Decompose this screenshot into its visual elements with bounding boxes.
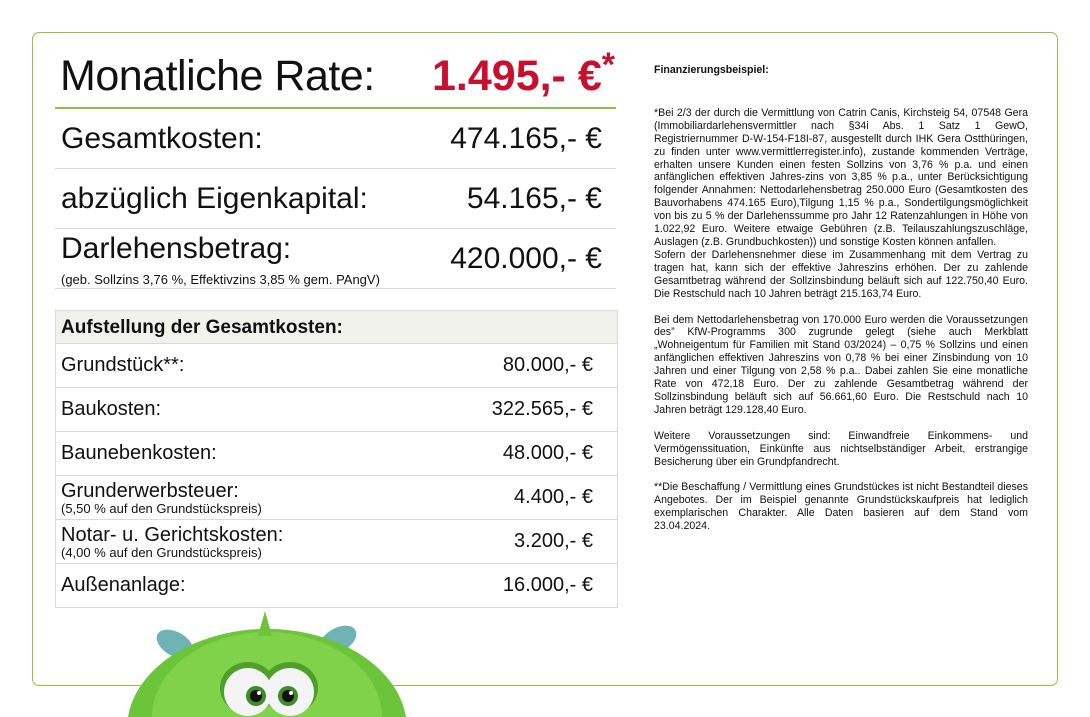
monthly-rate-header: Monatliche Rate: 1.495,- €* [60, 46, 620, 108]
summary-row-equity: abzüglich Eigenkapital: 54.165,- € [55, 170, 616, 229]
row-value: 48.000,- € [502, 442, 593, 464]
monthly-rate-label: Monatliche Rate: [60, 52, 375, 100]
row-label: Notar- u. Gerichtskosten: [61, 524, 284, 546]
row-value: 16.000,- € [502, 574, 593, 596]
row-label: Baukosten: [61, 398, 162, 420]
row-label: Grundstück**: [61, 354, 185, 376]
content-frame [32, 32, 1058, 686]
footnote-star: * [601, 46, 615, 84]
notes-title: Finanzierungsbeispiel: [654, 64, 769, 76]
summary-row-loan: Darlehensbetrag: (geb. Sollzins 3,76 %, … [55, 230, 616, 289]
table-row: Grundstück**: 80.000,- € [56, 343, 617, 387]
row-label: Baunebenkosten: [61, 442, 217, 464]
summary-label: Darlehensbetrag: [61, 232, 292, 265]
summary-row-total-cost: Gesamtkosten: 474.165,- € [55, 110, 616, 169]
summary-value: 474.165,- € [450, 122, 602, 155]
monster-mascot-image [128, 611, 406, 717]
row-label: Grunderwerbsteuer: [61, 480, 239, 502]
table-row: Außenanlage: 16.000,- € [56, 563, 617, 607]
table-row: Grunderwerbsteuer: (5,50 % auf den Grunds… [56, 475, 617, 519]
table-row: Baunebenkosten: 48.000,- € [56, 431, 617, 475]
monthly-rate-value: 1.495,- €* [432, 46, 615, 101]
row-value: 3.200,- € [514, 530, 593, 552]
cost-breakdown-table: Aufstellung der Gesamtkosten: Grundstück… [55, 310, 618, 608]
summary-value: 54.165,- € [466, 182, 602, 215]
summary-sublabel: (geb. Sollzins 3,76 %, Effektivzins 3,85… [61, 272, 380, 287]
table-title: Aufstellung der Gesamtkosten: [56, 311, 617, 343]
notes-paragraph: **Die Beschaffung / Vermittlung eines Gr… [654, 481, 1028, 533]
financing-notes: Finanzierungsbeispiel: *Bei 2/3 der durc… [654, 64, 1028, 546]
monthly-rate-amount: 1.495,- € [432, 52, 602, 100]
summary-value: 420.000,- € [450, 242, 602, 275]
row-value: 80.000,- € [502, 354, 593, 376]
row-label: Außenanlage: [61, 574, 186, 596]
notes-paragraph: Weitere Voraussetzungen sind: Einwandfre… [654, 429, 1028, 468]
notes-paragraph: Bei dem Nettodarlehensbetrag von 170.000… [654, 313, 1028, 416]
notes-paragraph: *Bei 2/3 der durch die Vermittlung von C… [654, 106, 1028, 248]
row-sublabel: (5,50 % auf den Grundstückspreis) [61, 501, 262, 516]
table-row: Notar- u. Gerichtskosten: (4,00 % auf den… [56, 519, 617, 563]
table-row: Baukosten: 322.565,- € [56, 387, 617, 431]
notes-paragraph: Sofern der Darlehensnehmer diese im Zusa… [654, 248, 1028, 300]
summary-label: Gesamtkosten: [61, 122, 263, 155]
row-value: 322.565,- € [491, 398, 593, 420]
summary-label: abzüglich Eigenkapital: [61, 182, 368, 215]
row-sublabel: (4,00 % auf den Grundstückspreis) [61, 545, 262, 560]
header-divider [55, 107, 616, 109]
row-value: 4.400,- € [514, 486, 593, 508]
